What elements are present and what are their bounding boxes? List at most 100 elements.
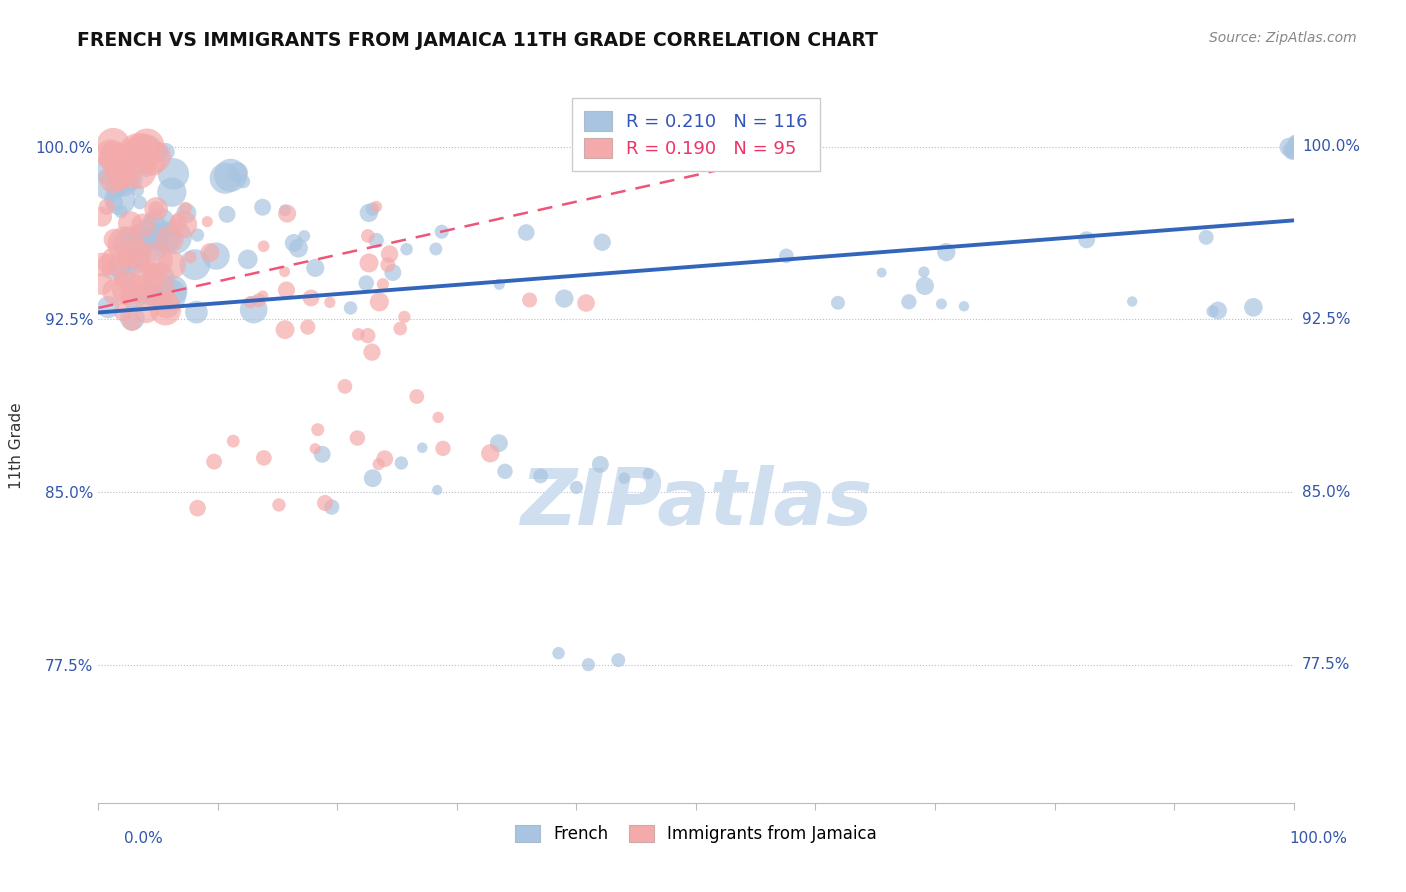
Point [236, 252, 259, 267]
Point [139, 290, 162, 304]
Point [381, 266, 404, 280]
Point [311, 447, 333, 461]
Point [1286, 136, 1309, 150]
Point [105, 285, 128, 299]
Point [139, 263, 162, 277]
Point [148, 216, 170, 230]
Point [637, 467, 659, 481]
Point [127, 145, 149, 160]
Point [304, 442, 326, 456]
Point [180, 250, 202, 264]
Point [143, 150, 166, 164]
Point [143, 253, 166, 268]
Point [103, 232, 125, 246]
Point [253, 239, 276, 253]
Point [104, 253, 127, 268]
Point [488, 436, 510, 450]
Point [366, 200, 388, 214]
Point [357, 256, 380, 270]
Point [479, 446, 502, 460]
Point [159, 232, 181, 246]
Point [870, 266, 893, 280]
Point [91, 258, 114, 272]
Point [589, 458, 612, 472]
Point [273, 265, 295, 279]
Point [1279, 145, 1302, 160]
Point [114, 237, 136, 252]
Point [117, 231, 139, 245]
Point [136, 270, 159, 285]
Point [148, 233, 170, 247]
Point [100, 143, 122, 157]
Point [578, 657, 600, 672]
Point [827, 295, 849, 310]
Point [195, 215, 218, 229]
Text: 100.0%: 100.0% [1289, 831, 1347, 846]
Point [132, 155, 155, 169]
Point [174, 201, 197, 215]
Point [547, 646, 569, 660]
Point [135, 163, 157, 178]
Point [202, 454, 225, 468]
Point [205, 249, 228, 263]
Point [252, 200, 274, 214]
Point [108, 259, 131, 273]
Point [775, 249, 797, 263]
Point [1284, 135, 1306, 149]
Point [100, 150, 122, 164]
Point [108, 193, 131, 207]
Point [117, 252, 139, 267]
Point [347, 327, 370, 342]
Point [292, 229, 315, 244]
Text: 77.5%: 77.5% [1302, 657, 1350, 673]
Point [361, 345, 384, 359]
Point [186, 305, 208, 319]
Point [427, 410, 450, 425]
Legend: French, Immigrants from Jamaica: French, Immigrants from Jamaica [508, 817, 884, 852]
Point [321, 500, 343, 514]
Point [494, 464, 516, 478]
Point [488, 277, 510, 292]
Point [104, 151, 127, 165]
Point [304, 260, 326, 275]
Point [253, 450, 276, 465]
Point [128, 195, 150, 210]
Text: 92.5%: 92.5% [1302, 312, 1350, 326]
Point [1282, 144, 1305, 158]
Point [117, 282, 139, 296]
Point [367, 457, 389, 471]
Point [530, 469, 553, 483]
Point [98, 147, 121, 161]
Point [136, 138, 159, 153]
Point [1121, 294, 1143, 309]
Point [361, 471, 384, 485]
Point [377, 258, 399, 272]
Point [131, 144, 153, 158]
Point [155, 302, 177, 317]
Point [242, 302, 264, 317]
Point [103, 137, 125, 152]
Point [1286, 139, 1309, 153]
Point [127, 227, 149, 241]
Text: 85.0%: 85.0% [1302, 484, 1350, 500]
Point [307, 423, 329, 437]
Point [287, 241, 309, 255]
Point [124, 255, 146, 269]
Point [430, 225, 453, 239]
Point [274, 323, 297, 337]
Point [389, 456, 412, 470]
Point [145, 202, 167, 216]
Point [186, 228, 208, 243]
Point [1285, 144, 1308, 158]
Point [297, 320, 319, 334]
Point [117, 287, 139, 301]
Point [153, 230, 176, 244]
Point [110, 204, 132, 219]
Point [184, 258, 207, 272]
Point [519, 293, 541, 307]
Point [333, 379, 356, 393]
Text: 0.0%: 0.0% [124, 831, 163, 846]
Point [110, 161, 132, 176]
Point [120, 236, 142, 251]
Point [226, 165, 249, 179]
